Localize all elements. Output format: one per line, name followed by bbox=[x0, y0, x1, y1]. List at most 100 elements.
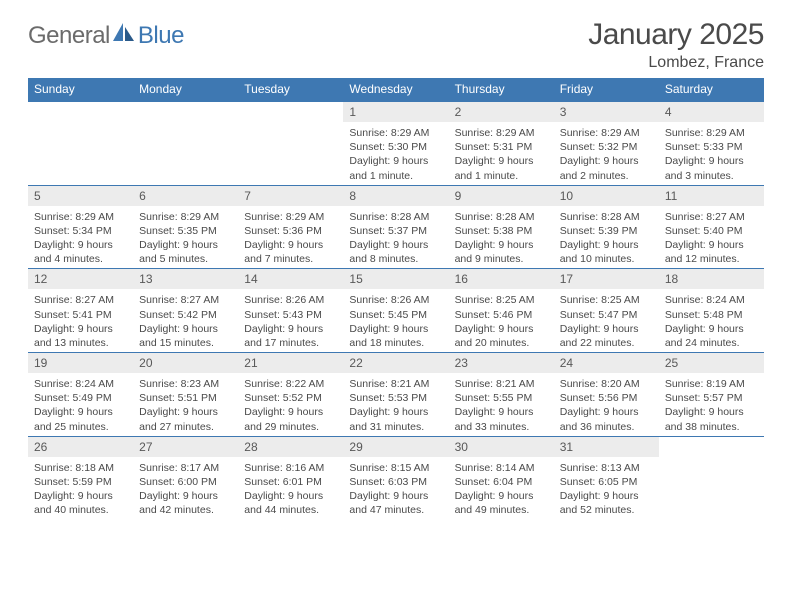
week-row: 12Sunrise: 8:27 AMSunset: 5:41 PMDayligh… bbox=[28, 268, 764, 352]
day-cell: 2Sunrise: 8:29 AMSunset: 5:31 PMDaylight… bbox=[449, 102, 554, 185]
sunrise-line: Sunrise: 8:23 AM bbox=[139, 377, 232, 391]
day-cell: 6Sunrise: 8:29 AMSunset: 5:35 PMDaylight… bbox=[133, 186, 238, 269]
day-body: Sunrise: 8:27 AMSunset: 5:41 PMDaylight:… bbox=[28, 289, 133, 352]
day-cell: 1Sunrise: 8:29 AMSunset: 5:30 PMDaylight… bbox=[343, 102, 448, 185]
day-number: 14 bbox=[238, 269, 343, 289]
sunrise-line: Sunrise: 8:28 AM bbox=[560, 210, 653, 224]
sunrise-line: Sunrise: 8:29 AM bbox=[244, 210, 337, 224]
sunrise-line: Sunrise: 8:27 AM bbox=[139, 293, 232, 307]
sunset-line: Sunset: 5:39 PM bbox=[560, 224, 653, 238]
day-number: 19 bbox=[28, 353, 133, 373]
day-body: Sunrise: 8:14 AMSunset: 6:04 PMDaylight:… bbox=[449, 457, 554, 520]
day-cell: 15Sunrise: 8:26 AMSunset: 5:45 PMDayligh… bbox=[343, 269, 448, 352]
day-cell: 22Sunrise: 8:21 AMSunset: 5:53 PMDayligh… bbox=[343, 353, 448, 436]
daylight-line: Daylight: 9 hours and 22 minutes. bbox=[560, 322, 653, 350]
sunrise-line: Sunrise: 8:29 AM bbox=[349, 126, 442, 140]
sunset-line: Sunset: 5:30 PM bbox=[349, 140, 442, 154]
day-cell: 18Sunrise: 8:24 AMSunset: 5:48 PMDayligh… bbox=[659, 269, 764, 352]
day-number: 31 bbox=[554, 437, 659, 457]
sunrise-line: Sunrise: 8:29 AM bbox=[34, 210, 127, 224]
day-body: Sunrise: 8:21 AMSunset: 5:53 PMDaylight:… bbox=[343, 373, 448, 436]
day-body: Sunrise: 8:25 AMSunset: 5:47 PMDaylight:… bbox=[554, 289, 659, 352]
daylight-line: Daylight: 9 hours and 38 minutes. bbox=[665, 405, 758, 433]
sunrise-line: Sunrise: 8:15 AM bbox=[349, 461, 442, 475]
day-cell: 24Sunrise: 8:20 AMSunset: 5:56 PMDayligh… bbox=[554, 353, 659, 436]
day-cell: 8Sunrise: 8:28 AMSunset: 5:37 PMDaylight… bbox=[343, 186, 448, 269]
day-cell: 19Sunrise: 8:24 AMSunset: 5:49 PMDayligh… bbox=[28, 353, 133, 436]
day-number: 28 bbox=[238, 437, 343, 457]
day-cell bbox=[238, 102, 343, 185]
daylight-line: Daylight: 9 hours and 52 minutes. bbox=[560, 489, 653, 517]
daylight-line: Daylight: 9 hours and 4 minutes. bbox=[34, 238, 127, 266]
day-number: 9 bbox=[449, 186, 554, 206]
day-body: Sunrise: 8:24 AMSunset: 5:48 PMDaylight:… bbox=[659, 289, 764, 352]
day-cell: 17Sunrise: 8:25 AMSunset: 5:47 PMDayligh… bbox=[554, 269, 659, 352]
sunrise-line: Sunrise: 8:21 AM bbox=[455, 377, 548, 391]
sunset-line: Sunset: 5:51 PM bbox=[139, 391, 232, 405]
day-number: 2 bbox=[449, 102, 554, 122]
day-cell: 28Sunrise: 8:16 AMSunset: 6:01 PMDayligh… bbox=[238, 437, 343, 520]
sunrise-line: Sunrise: 8:29 AM bbox=[665, 126, 758, 140]
day-cell: 12Sunrise: 8:27 AMSunset: 5:41 PMDayligh… bbox=[28, 269, 133, 352]
sunset-line: Sunset: 5:59 PM bbox=[34, 475, 127, 489]
sunrise-line: Sunrise: 8:29 AM bbox=[560, 126, 653, 140]
sunset-line: Sunset: 5:40 PM bbox=[665, 224, 758, 238]
day-number: 20 bbox=[133, 353, 238, 373]
sunrise-line: Sunrise: 8:29 AM bbox=[139, 210, 232, 224]
day-cell bbox=[133, 102, 238, 185]
calendar-page: General Blue January 2025 Lombez, France… bbox=[0, 0, 792, 519]
day-cell: 4Sunrise: 8:29 AMSunset: 5:33 PMDaylight… bbox=[659, 102, 764, 185]
daylight-line: Daylight: 9 hours and 13 minutes. bbox=[34, 322, 127, 350]
daylight-line: Daylight: 9 hours and 47 minutes. bbox=[349, 489, 442, 517]
day-body: Sunrise: 8:20 AMSunset: 5:56 PMDaylight:… bbox=[554, 373, 659, 436]
weekday-sunday: Sunday bbox=[28, 78, 133, 101]
sunset-line: Sunset: 5:43 PM bbox=[244, 308, 337, 322]
day-body: Sunrise: 8:27 AMSunset: 5:42 PMDaylight:… bbox=[133, 289, 238, 352]
daylight-line: Daylight: 9 hours and 7 minutes. bbox=[244, 238, 337, 266]
logo-text-general: General bbox=[28, 22, 110, 50]
daylight-line: Daylight: 9 hours and 49 minutes. bbox=[455, 489, 548, 517]
sunrise-line: Sunrise: 8:24 AM bbox=[34, 377, 127, 391]
day-cell: 27Sunrise: 8:17 AMSunset: 6:00 PMDayligh… bbox=[133, 437, 238, 520]
day-body: Sunrise: 8:29 AMSunset: 5:30 PMDaylight:… bbox=[343, 122, 448, 185]
sunset-line: Sunset: 5:49 PM bbox=[34, 391, 127, 405]
sunrise-line: Sunrise: 8:26 AM bbox=[244, 293, 337, 307]
day-number: 10 bbox=[554, 186, 659, 206]
sunset-line: Sunset: 6:03 PM bbox=[349, 475, 442, 489]
sunset-line: Sunset: 5:34 PM bbox=[34, 224, 127, 238]
location: Lombez, France bbox=[588, 54, 764, 72]
weekday-friday: Friday bbox=[554, 78, 659, 101]
sunrise-line: Sunrise: 8:22 AM bbox=[244, 377, 337, 391]
day-body: Sunrise: 8:23 AMSunset: 5:51 PMDaylight:… bbox=[133, 373, 238, 436]
day-number: 24 bbox=[554, 353, 659, 373]
day-body: Sunrise: 8:28 AMSunset: 5:39 PMDaylight:… bbox=[554, 206, 659, 269]
day-cell: 5Sunrise: 8:29 AMSunset: 5:34 PMDaylight… bbox=[28, 186, 133, 269]
day-body: Sunrise: 8:26 AMSunset: 5:45 PMDaylight:… bbox=[343, 289, 448, 352]
sunset-line: Sunset: 5:41 PM bbox=[34, 308, 127, 322]
day-cell: 9Sunrise: 8:28 AMSunset: 5:38 PMDaylight… bbox=[449, 186, 554, 269]
day-cell: 14Sunrise: 8:26 AMSunset: 5:43 PMDayligh… bbox=[238, 269, 343, 352]
sunset-line: Sunset: 6:00 PM bbox=[139, 475, 232, 489]
daylight-line: Daylight: 9 hours and 1 minute. bbox=[455, 154, 548, 182]
sunrise-line: Sunrise: 8:13 AM bbox=[560, 461, 653, 475]
sunrise-line: Sunrise: 8:21 AM bbox=[349, 377, 442, 391]
sunset-line: Sunset: 5:57 PM bbox=[665, 391, 758, 405]
day-number: 17 bbox=[554, 269, 659, 289]
day-number: 8 bbox=[343, 186, 448, 206]
day-number: 16 bbox=[449, 269, 554, 289]
day-cell: 7Sunrise: 8:29 AMSunset: 5:36 PMDaylight… bbox=[238, 186, 343, 269]
sunset-line: Sunset: 5:53 PM bbox=[349, 391, 442, 405]
day-number: 22 bbox=[343, 353, 448, 373]
day-number: 15 bbox=[343, 269, 448, 289]
day-body: Sunrise: 8:21 AMSunset: 5:55 PMDaylight:… bbox=[449, 373, 554, 436]
day-number: 7 bbox=[238, 186, 343, 206]
day-number: 6 bbox=[133, 186, 238, 206]
day-number: 1 bbox=[343, 102, 448, 122]
sunrise-line: Sunrise: 8:24 AM bbox=[665, 293, 758, 307]
day-cell: 20Sunrise: 8:23 AMSunset: 5:51 PMDayligh… bbox=[133, 353, 238, 436]
daylight-line: Daylight: 9 hours and 18 minutes. bbox=[349, 322, 442, 350]
day-body: Sunrise: 8:26 AMSunset: 5:43 PMDaylight:… bbox=[238, 289, 343, 352]
day-body: Sunrise: 8:17 AMSunset: 6:00 PMDaylight:… bbox=[133, 457, 238, 520]
sunrise-line: Sunrise: 8:28 AM bbox=[349, 210, 442, 224]
daylight-line: Daylight: 9 hours and 36 minutes. bbox=[560, 405, 653, 433]
